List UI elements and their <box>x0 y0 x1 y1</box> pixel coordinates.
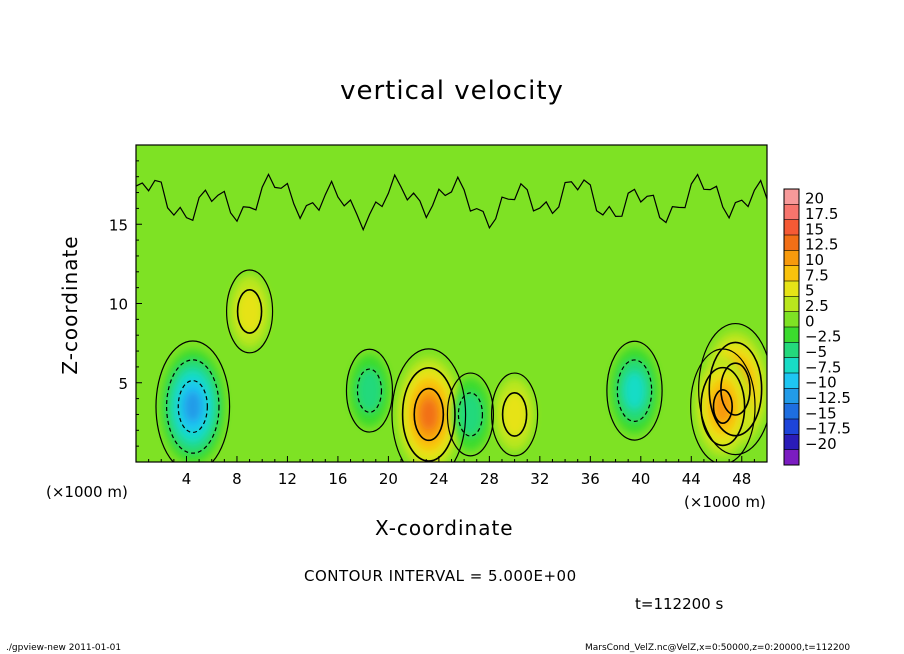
contour-3-1 <box>501 392 528 437</box>
contour-zero-3 <box>490 372 539 457</box>
colorbar-label-14: −15 <box>805 404 837 422</box>
contour-zero-0 <box>391 348 467 462</box>
colorbar-swatch-1 <box>784 204 799 221</box>
field-blob-6-3 <box>624 372 645 410</box>
colorbar-label-1: 17.5 <box>805 205 838 223</box>
contour-zero-5 <box>155 340 231 462</box>
contour-zero-4 <box>225 269 274 354</box>
contour-5-1 <box>166 359 220 454</box>
field-blob-3-2 <box>502 392 527 437</box>
contour-zero-8 <box>345 348 394 433</box>
x-axis: 4 8 12 16 20 24 28 32 36 40 44 48 <box>148 456 755 488</box>
contour-zero-1 <box>698 322 767 456</box>
colorbar-swatch-10 <box>784 342 799 359</box>
colorbar-swatch-13 <box>784 388 799 405</box>
colorbar-label-4: 10 <box>805 251 824 269</box>
time-label: t=112200 s <box>635 595 724 613</box>
colorbar-swatch-3 <box>784 235 799 251</box>
colorbar-swatch-17 <box>784 449 799 466</box>
x-tick-label-10: 44 <box>682 470 701 488</box>
contour-2-2 <box>712 389 733 424</box>
x-axis-label: X-coordinate <box>375 516 514 540</box>
colorbar-swatch-15 <box>784 419 799 435</box>
colorbar-swatch-8 <box>784 311 799 328</box>
colorbar-label-9: −2.5 <box>805 328 841 346</box>
x-tick-label-8: 36 <box>581 470 600 488</box>
colorbar-label-3: 12.5 <box>805 236 838 254</box>
contour-1-1 <box>708 341 763 437</box>
y-axis: 5 10 15 <box>109 160 142 447</box>
colorbar-label-10: −5 <box>805 343 827 361</box>
contour-0-2 <box>413 387 445 442</box>
y-tick-label-1: 10 <box>109 296 128 314</box>
contour-zero-2 <box>690 348 756 462</box>
colorbar-swatch-16 <box>784 434 799 451</box>
colorbar-swatch-6 <box>784 281 799 297</box>
colorbar-label-11: −7.5 <box>805 358 841 376</box>
contour-4-1 <box>236 289 263 334</box>
field-blob-5-5 <box>184 390 202 423</box>
x-tick-label-11: 48 <box>732 470 751 488</box>
colorbar-label-13: −12.5 <box>805 389 851 407</box>
contour-7-1 <box>457 392 484 437</box>
colorbar-swatch-4 <box>784 250 799 267</box>
x-tick-label-7: 32 <box>530 470 549 488</box>
field-blob-4-2 <box>237 289 262 334</box>
footer-left: ./gpview-new 2011-01-01 <box>6 643 122 653</box>
colorbar-swatch-11 <box>784 357 799 374</box>
colorbar-label-16: −20 <box>805 435 837 453</box>
colorbar-label-5: 7.5 <box>805 266 829 284</box>
x-tick-label-3: 16 <box>328 470 347 488</box>
contour-upper-zero <box>136 173 767 232</box>
contour-lines <box>136 173 767 462</box>
x-tick-label-9: 40 <box>631 470 650 488</box>
colorbar-swatch-7 <box>784 296 799 313</box>
contour-zero-6 <box>606 340 663 441</box>
x-tick-label-1: 8 <box>232 470 242 488</box>
colorbar-label-12: −10 <box>805 374 837 392</box>
colorbar-label-8: 0 <box>805 312 815 330</box>
field-blob-7-2 <box>458 392 483 437</box>
contour-5-2 <box>177 380 208 434</box>
contour-8-1 <box>356 368 383 413</box>
field-blob-8-2 <box>357 369 382 413</box>
colorbar-swatch-12 <box>784 373 799 389</box>
x-unit-left: (×1000 m) <box>46 483 128 501</box>
footer-right: MarsCond_VelZ.nc@VelZ,x=0:50000,z=0:2000… <box>585 643 851 653</box>
x-tick-label-2: 12 <box>278 470 297 488</box>
x-tick-label-0: 4 <box>182 470 192 488</box>
contour-interval: CONTOUR INTERVAL = 5.000E+00 <box>304 567 577 585</box>
contour-6-1 <box>616 359 653 422</box>
x-tick-label-4: 20 <box>379 470 398 488</box>
colorbar-label-7: 2.5 <box>805 297 829 315</box>
colorbar-swatch-5 <box>784 265 799 282</box>
field-blob-2-4 <box>713 389 733 424</box>
field-blob-0-5 <box>420 398 438 430</box>
colorbar-swatch-14 <box>784 403 799 420</box>
colorbar: 2017.51512.5107.552.50−2.5−5−7.5−10−12.5… <box>783 188 851 466</box>
y-tick-label-0: 5 <box>118 375 128 393</box>
x-unit-right: (×1000 m) <box>684 493 766 511</box>
x-tick-label-5: 24 <box>429 470 448 488</box>
colorbar-label-6: 5 <box>805 282 815 300</box>
colorbar-swatch-9 <box>784 327 799 343</box>
x-tick-label-6: 28 <box>480 470 499 488</box>
colorbar-label-0: 20 <box>805 190 824 208</box>
velocity-field <box>136 145 767 462</box>
contour-0-1 <box>401 367 456 462</box>
colorbar-label-2: 15 <box>805 220 824 238</box>
contour-2-1 <box>700 366 746 447</box>
colorbar-label-15: −17.5 <box>805 420 851 438</box>
colorbar-swatch-2 <box>784 219 799 236</box>
y-tick-label-2: 15 <box>109 216 128 234</box>
chart-title: vertical velocity <box>340 76 564 106</box>
contour-zero-7 <box>446 372 495 457</box>
y-axis-label: Z-coordinate <box>58 235 82 375</box>
colorbar-swatch-0 <box>784 189 799 205</box>
contour-1-2 <box>720 362 751 416</box>
